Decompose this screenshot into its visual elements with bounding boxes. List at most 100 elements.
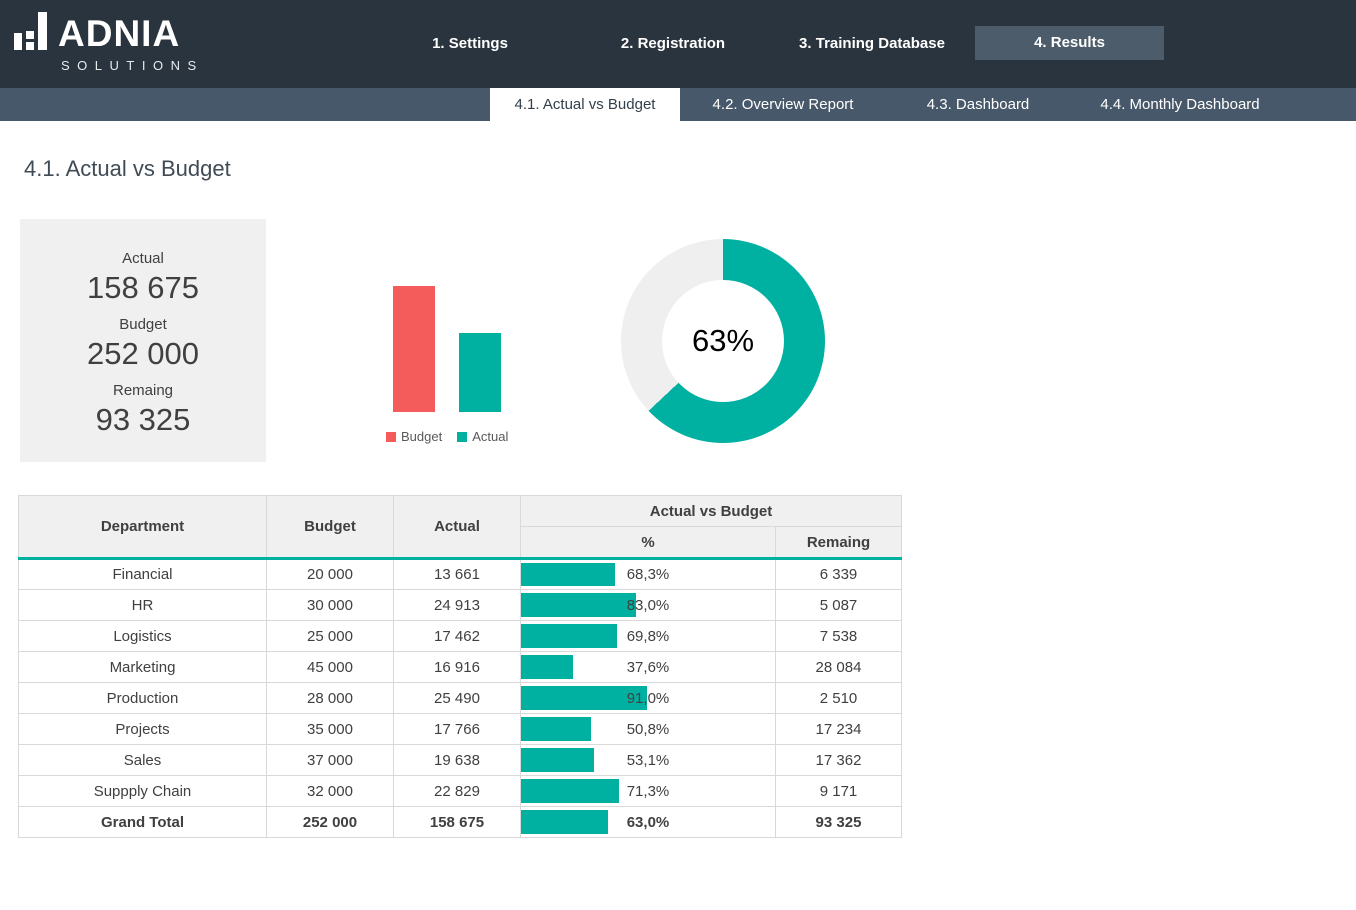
percent-value: 71,3% [627, 783, 670, 800]
col-header-group: Actual vs Budget [521, 496, 902, 527]
brand-tagline: SOLUTIONS [61, 58, 204, 73]
donut-percentage-label: 63% [692, 323, 754, 359]
summary-value: 158 675 [87, 269, 199, 307]
cell-percent: 69,8% [521, 621, 776, 652]
budget-vs-actual-bar-chart [393, 286, 501, 412]
bar-chart-legend: Budget Actual [386, 429, 508, 444]
summary-value: 252 000 [87, 335, 199, 373]
percent-value: 83,0% [627, 597, 670, 614]
percent-databar [521, 593, 636, 617]
nav-item-settings[interactable]: 1. Settings [432, 0, 508, 88]
legend-item-actual: Actual [457, 429, 508, 444]
actual-vs-budget-table: Department Budget Actual Actual vs Budge… [18, 495, 902, 838]
percent-databar [521, 563, 615, 586]
cell-remaining: 17 362 [776, 745, 902, 776]
percent-databar [521, 655, 573, 679]
col-header-percent: % [521, 527, 776, 559]
nav-item-training-database[interactable]: 3. Training Database [799, 0, 945, 88]
summary-value: 93 325 [96, 401, 191, 439]
table-row: Logistics25 00017 462 69,8% 7 538 [19, 621, 902, 652]
subtab-4-4-monthly-dashboard[interactable]: 4.4. Monthly Dashboard [1100, 88, 1259, 121]
cell-remaining: 93 325 [776, 807, 902, 838]
top-header-bar: ADNIA SOLUTIONS 1. Settings 2. Registrati… [0, 0, 1356, 88]
nav-item-results[interactable]: 4. Results [975, 26, 1164, 60]
percent-value: 50,8% [627, 721, 670, 738]
cell-budget: 37 000 [267, 745, 394, 776]
cell-remaining: 7 538 [776, 621, 902, 652]
percent-databar [521, 779, 619, 803]
table-row: HR30 00024 91383,0%5 087 [19, 590, 902, 621]
cell-percent: 53,1% [521, 745, 776, 776]
cell-remaining: 5 087 [776, 590, 902, 621]
cell-remaining: 17 234 [776, 714, 902, 745]
subtab-4-1-actual-vs-budget[interactable]: 4.1. Actual vs Budget [490, 88, 680, 121]
bar-chart-logo-icon [14, 15, 58, 57]
percent-databar [521, 810, 608, 834]
subtab-4-2-overview-report[interactable]: 4.2. Overview Report [713, 88, 854, 121]
percent-value: 69,8% [627, 628, 670, 645]
cell-percent: 83,0% [521, 590, 776, 621]
adnia-logo: ADNIA SOLUTIONS [14, 12, 244, 78]
percent-databar [521, 624, 617, 648]
summary-label: Remaing [113, 382, 173, 399]
cell-actual: 158 675 [394, 807, 521, 838]
col-header-department: Department [19, 496, 267, 559]
cell-percent: 71,3% [521, 776, 776, 807]
nav-item-registration[interactable]: 2. Registration [621, 0, 725, 88]
cell-department: Production [19, 683, 267, 714]
cell-remaining: 28 084 [776, 652, 902, 683]
percent-databar [521, 717, 591, 741]
sub-nav-bar: 4.1. Actual vs Budget 4.2. Overview Repor… [0, 88, 1356, 121]
cell-actual: 17 766 [394, 714, 521, 745]
percent-value: 91,0% [627, 690, 670, 707]
cell-actual: 17 462 [394, 621, 521, 652]
cell-budget: 32 000 [267, 776, 394, 807]
legend-item-budget: Budget [386, 429, 442, 444]
cell-department: Logistics [19, 621, 267, 652]
summary-label: Actual [122, 250, 164, 267]
cell-actual: 25 490 [394, 683, 521, 714]
cell-remaining: 2 510 [776, 683, 902, 714]
cell-percent: 63,0% [521, 807, 776, 838]
page-title: 4.1. Actual vs Budget [24, 156, 231, 182]
legend-label: Budget [401, 429, 442, 444]
bar-budget [393, 286, 435, 412]
cell-actual: 19 638 [394, 745, 521, 776]
cell-department: Grand Total [19, 807, 267, 838]
legend-swatch-icon [457, 432, 467, 442]
percent-value: 53,1% [627, 752, 670, 769]
brand-name: ADNIA [58, 12, 180, 56]
cell-remaining: 6 339 [776, 559, 902, 590]
legend-swatch-icon [386, 432, 396, 442]
bar-actual [459, 333, 501, 412]
cell-budget: 25 000 [267, 621, 394, 652]
table-row: Marketing45 00016 91637,6%28 084 [19, 652, 902, 683]
cell-department: Projects [19, 714, 267, 745]
table-row: Suppply Chain32 00022 82971,3%9 171 [19, 776, 902, 807]
cell-department: Marketing [19, 652, 267, 683]
cell-budget: 20 000 [267, 559, 394, 590]
summary-label: Budget [119, 316, 167, 333]
cell-percent: 68,3% [521, 559, 776, 590]
table-row: Production28 00025 490 91,0% 2 510 [19, 683, 902, 714]
cell-percent: 91,0% [521, 683, 776, 714]
cell-department: Suppply Chain [19, 776, 267, 807]
subtab-4-3-dashboard[interactable]: 4.3. Dashboard [927, 88, 1030, 121]
legend-label: Actual [472, 429, 508, 444]
cell-department: Financial [19, 559, 267, 590]
cell-department: Sales [19, 745, 267, 776]
table-row: Sales37 00019 638 53,1% 17 362 [19, 745, 902, 776]
cell-budget: 28 000 [267, 683, 394, 714]
completion-donut-chart: 63% [621, 239, 825, 443]
col-header-remaining: Remaing [776, 527, 902, 559]
summary-card: Actual 158 675 Budget 252 000 Remaing 93 325 [20, 219, 266, 462]
table-row: Projects35 00017 76650,8%17 234 [19, 714, 902, 745]
cell-department: HR [19, 590, 267, 621]
cell-budget: 45 000 [267, 652, 394, 683]
cell-budget: 30 000 [267, 590, 394, 621]
cell-actual: 22 829 [394, 776, 521, 807]
cell-actual: 13 661 [394, 559, 521, 590]
cell-actual: 16 916 [394, 652, 521, 683]
table-row: Financial20 00013 66168,3%6 339 [19, 559, 902, 590]
col-header-actual: Actual [394, 496, 521, 559]
